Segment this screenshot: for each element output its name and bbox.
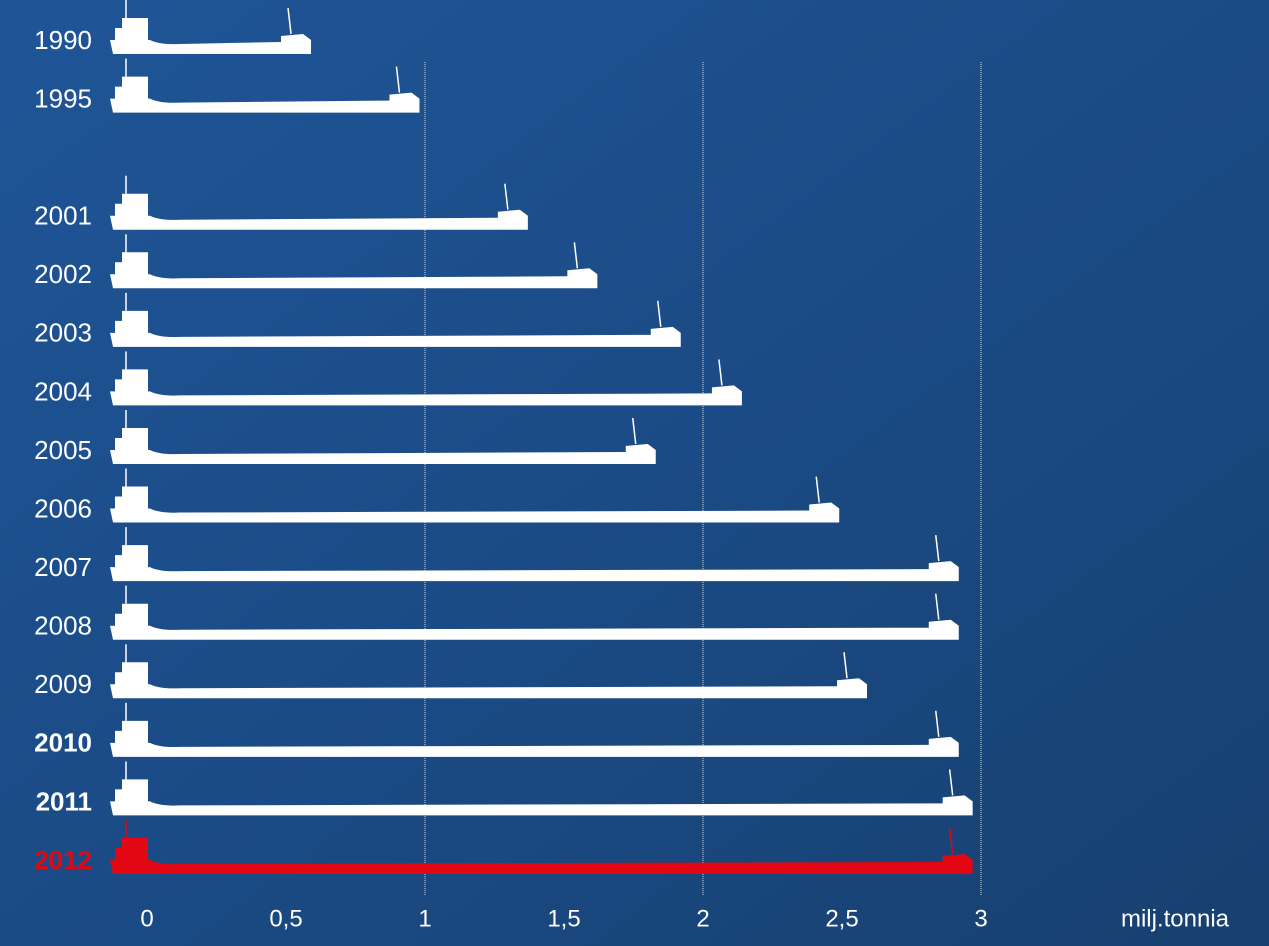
y-tick-label: 2012 bbox=[34, 845, 92, 875]
ship-cabin bbox=[115, 310, 148, 337]
x-tick-label: 1,5 bbox=[547, 905, 580, 932]
bar bbox=[110, 502, 840, 523]
bar bbox=[110, 561, 959, 582]
ship-mast bbox=[287, 7, 292, 35]
x-tick-label: 2 bbox=[696, 905, 709, 932]
ship-mast bbox=[935, 710, 940, 737]
bar bbox=[110, 795, 973, 816]
ship-mast bbox=[948, 769, 954, 796]
bar bbox=[110, 678, 868, 699]
x-tick-label: 0 bbox=[140, 905, 153, 932]
ship-mast bbox=[657, 300, 662, 327]
bar bbox=[110, 736, 959, 757]
y-tick-label: 2003 bbox=[34, 318, 92, 348]
y-tick-label: 2004 bbox=[34, 376, 92, 406]
y-tick-label: 2006 bbox=[34, 493, 92, 523]
ship-cabin bbox=[115, 720, 148, 747]
y-tick-label: 2001 bbox=[34, 201, 92, 231]
bar bbox=[110, 853, 973, 874]
ship-cabin bbox=[115, 193, 148, 220]
bar bbox=[110, 443, 656, 464]
ship-mast bbox=[504, 183, 509, 210]
ship-cabin bbox=[115, 545, 148, 572]
ship-mast bbox=[631, 417, 637, 445]
x-tick-label: 3 bbox=[974, 905, 987, 932]
y-tick-label: 2007 bbox=[34, 552, 92, 582]
y-tick-label: 2009 bbox=[34, 669, 92, 699]
bar bbox=[110, 385, 742, 406]
ship-cabin bbox=[115, 369, 148, 396]
bar bbox=[110, 209, 528, 230]
x-tick-label: 1 bbox=[418, 905, 431, 932]
ship-mast bbox=[718, 359, 723, 386]
y-tick-label: 2011 bbox=[36, 786, 92, 816]
ship-cabin bbox=[115, 662, 148, 689]
y-tick-label: 2005 bbox=[34, 435, 92, 465]
ship-cabin bbox=[115, 486, 148, 513]
ship-cabin bbox=[115, 779, 148, 806]
bar bbox=[110, 326, 681, 347]
y-tick-label: 2010 bbox=[34, 728, 92, 758]
ship-mast bbox=[395, 66, 401, 93]
ship-cabin bbox=[115, 427, 148, 454]
bar bbox=[110, 619, 959, 640]
ship-mast bbox=[573, 242, 579, 269]
ship-mast bbox=[935, 593, 940, 620]
ship-mast bbox=[843, 652, 848, 679]
y-tick-label: 2002 bbox=[34, 259, 92, 289]
ship-cabin bbox=[115, 837, 148, 864]
ship-cabin bbox=[115, 252, 148, 279]
ship-cabin bbox=[115, 76, 148, 103]
bar bbox=[110, 92, 420, 113]
ship-cabin bbox=[115, 603, 148, 630]
ship-mast bbox=[948, 827, 954, 855]
bar bbox=[110, 268, 598, 289]
y-tick-label: 2008 bbox=[34, 611, 92, 641]
y-tick-label: 1990 bbox=[34, 25, 92, 55]
ship-mast bbox=[815, 476, 820, 503]
bar bbox=[110, 34, 312, 54]
ship-mast bbox=[935, 535, 940, 562]
ship-cabin bbox=[115, 18, 148, 44]
x-axis-label: milj.tonnia bbox=[1121, 905, 1230, 932]
x-tick-label: 2,5 bbox=[825, 905, 858, 932]
x-tick-label: 0,5 bbox=[269, 905, 302, 932]
y-tick-label: 1995 bbox=[34, 83, 92, 113]
